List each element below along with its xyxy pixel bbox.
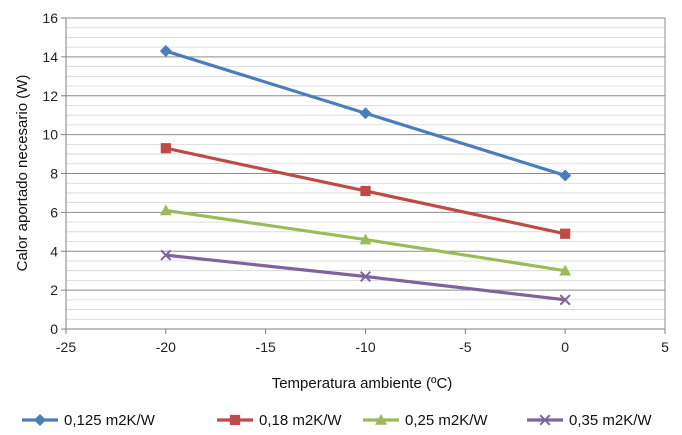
y-tick-label: 10	[42, 127, 58, 143]
x-tick-label: 5	[661, 339, 669, 355]
data-point-diamond	[159, 45, 172, 58]
legend: 0,125 m2K/W 0,18 m2K/W 0,25 m2K/W 0,35 m2K/…	[22, 412, 652, 429]
x-tick-label: 0	[561, 339, 569, 355]
data-point-triangle	[359, 233, 372, 245]
data-point-x	[160, 249, 172, 261]
x-tick-label: -15	[256, 339, 276, 355]
data-point-x	[539, 414, 551, 426]
y-tick-label: 4	[50, 243, 58, 259]
legend-item-3: 0,25 m2K/W	[363, 412, 488, 429]
legend-label: 0,125 m2K/W	[64, 412, 156, 429]
legend-item-2: 0,18 m2K/W	[217, 412, 342, 429]
y-tick-label: 6	[50, 204, 58, 220]
tick-labels: -25 -20 -15 -10 -5 0 5 0 2 4 6 8 10 12 14 16	[42, 10, 669, 355]
x-tick-label: -10	[355, 339, 375, 355]
x-tick-label: -20	[156, 339, 176, 355]
x-marker-stroke	[160, 249, 172, 261]
y-tick-label: 14	[42, 49, 58, 65]
x-marker-stroke	[359, 271, 372, 283]
legend-label: 0,25 m2K/W	[405, 412, 488, 429]
legend-label: 0,18 m2K/W	[259, 412, 342, 429]
x-axis-title: Temperatura ambiente (ºC)	[272, 375, 453, 392]
series-4	[160, 249, 571, 306]
data-point-triangle	[159, 204, 172, 216]
x-marker-stroke	[539, 414, 551, 426]
y-axis-title: Calor aportado necesario (W)	[14, 75, 31, 272]
data-point-square	[360, 185, 371, 197]
data-point-triangle	[375, 414, 387, 425]
x-marker-stroke	[559, 294, 571, 306]
axes	[61, 17, 666, 334]
y-tick-label: 2	[50, 282, 58, 298]
legend-item-4: 0,35 m2K/W	[527, 412, 652, 429]
data-point-square	[160, 143, 171, 154]
y-tick-label: 12	[42, 88, 58, 104]
data-point-diamond	[34, 414, 46, 426]
x-tick-label: -5	[459, 339, 472, 355]
legend-label: 0,35 m2K/W	[569, 412, 652, 429]
data-point-square	[560, 228, 571, 239]
series-3	[159, 204, 572, 276]
data-point-square	[229, 414, 241, 426]
y-tick-label: 8	[50, 166, 58, 182]
x-tick-label: -25	[56, 339, 76, 355]
legend-item-1: 0,125 m2K/W	[22, 412, 156, 429]
data-point-triangle	[559, 264, 572, 276]
series-2	[160, 143, 571, 239]
series-lines	[159, 45, 572, 306]
data-point-diamond	[359, 107, 372, 120]
data-point-x	[359, 271, 372, 283]
y-tick-label: 16	[42, 10, 58, 26]
data-point-x	[559, 294, 571, 306]
series-1	[159, 45, 572, 182]
y-tick-label: 0	[50, 321, 58, 337]
data-point-diamond	[559, 169, 572, 182]
